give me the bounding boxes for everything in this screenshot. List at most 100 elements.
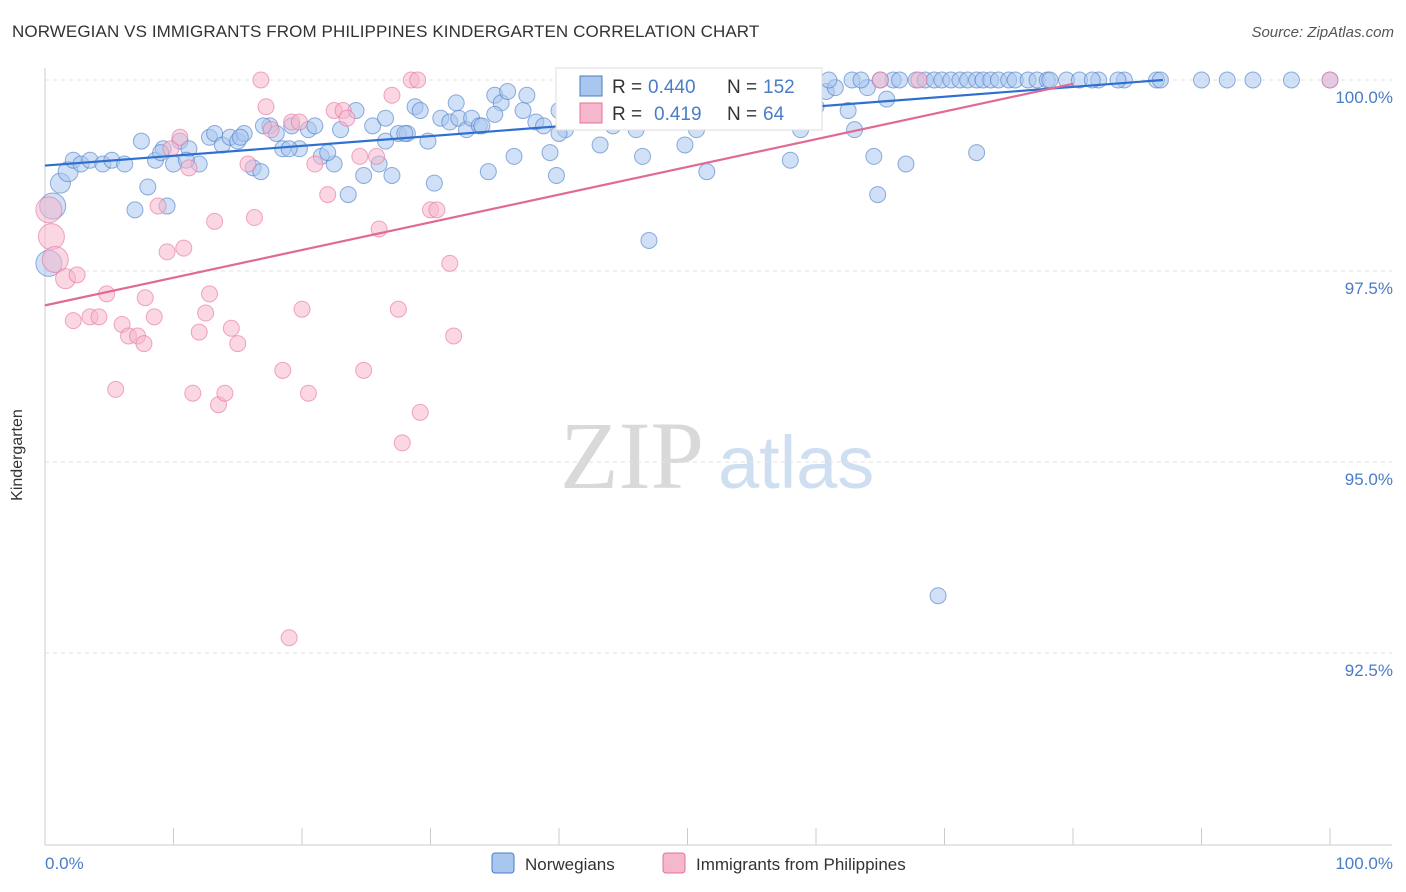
norwegians-point	[634, 147, 652, 165]
norwegians-point	[1282, 71, 1300, 89]
norwegians-point	[929, 587, 947, 605]
philippines-point	[180, 159, 198, 177]
norwegians-point	[252, 163, 270, 181]
philippines-point	[428, 201, 446, 219]
philippines-point	[158, 243, 176, 261]
philippines-point	[216, 384, 234, 402]
philippines-point	[280, 629, 298, 647]
norwegians-point	[781, 151, 799, 169]
norwegians-point	[541, 144, 559, 162]
norwegians-point	[891, 71, 909, 89]
philippines-point	[871, 71, 889, 89]
norwegians-point	[1109, 71, 1127, 89]
philippines-point	[107, 380, 125, 398]
philippines-point	[1321, 71, 1339, 89]
norwegians-point	[676, 136, 694, 154]
norwegians-point	[319, 144, 337, 162]
y-tick-labels: 100.0% 97.5% 95.0% 92.5%	[1335, 88, 1393, 680]
norwegians-point	[231, 128, 249, 146]
norwegians-point	[139, 178, 157, 196]
philippines-point	[351, 147, 369, 165]
philippines-point	[184, 384, 202, 402]
norwegians-point	[306, 117, 324, 135]
philippines-point	[338, 109, 356, 127]
norwegians-point	[698, 163, 716, 181]
norwegians-point	[377, 109, 395, 127]
philippines-point	[290, 113, 308, 131]
norwegians-point	[280, 140, 298, 158]
philippines-point	[274, 361, 292, 379]
philippines-point	[171, 128, 189, 146]
philippines-point	[149, 197, 167, 215]
x-ticks	[44, 828, 1331, 845]
y-tick-label: 92.5%	[1345, 661, 1393, 680]
stats-box: R = 0.440 N = 152 R = 0.419 N = 64	[555, 67, 823, 131]
norwegians-point	[869, 186, 887, 204]
philippines-point	[441, 254, 459, 272]
philippines-point	[37, 223, 65, 251]
philippines-point	[190, 323, 208, 341]
norwegians-point	[486, 105, 504, 123]
stats-r-label-2: R =	[612, 104, 642, 125]
norwegians-point	[411, 102, 429, 120]
norwegians-point	[383, 167, 401, 184]
stats-n-value-2: 64	[763, 104, 785, 125]
philippines-point	[175, 239, 193, 257]
legend: Norwegians Immigrants from Philippines	[491, 852, 906, 874]
norwegians-point	[126, 201, 144, 219]
philippines-point	[389, 300, 407, 318]
norwegians-point	[535, 117, 553, 135]
philippines-point	[145, 308, 163, 326]
philippines-point	[910, 71, 928, 89]
norwegians-point	[447, 94, 465, 112]
philippines-point	[68, 266, 86, 284]
norwegians-point	[425, 174, 443, 192]
norwegians-point	[518, 86, 536, 104]
norwegians-point	[839, 102, 857, 120]
stats-n-value-1: 152	[763, 77, 795, 98]
philippines-point	[409, 71, 427, 89]
norwegians-point	[640, 231, 658, 249]
norwegians-point	[820, 71, 838, 89]
philippines-point	[355, 361, 373, 379]
stats-swatch-pink	[579, 102, 603, 124]
chart-title: NORWEGIAN VS IMMIGRANTS FROM PHILIPPINES…	[12, 22, 760, 41]
watermark-zip: ZIP	[560, 402, 704, 509]
philippines-point	[445, 327, 463, 345]
source-label: Source: ZipAtlas.com	[1251, 24, 1394, 41]
norwegians-point	[514, 102, 532, 120]
y-tick-label: 97.5%	[1345, 279, 1393, 298]
philippines-point	[41, 246, 69, 274]
philippines-point	[135, 335, 153, 353]
philippines-point	[64, 312, 82, 330]
legend-swatch-philippines	[662, 852, 686, 874]
norwegians-point	[364, 117, 382, 135]
philippines-point	[293, 300, 311, 318]
norwegians-point	[505, 147, 523, 165]
philippines-point	[35, 196, 63, 224]
x-tick-label-end: 100.0%	[1335, 854, 1393, 873]
y-tick-label: 95.0%	[1345, 470, 1393, 489]
norwegians-point	[897, 155, 915, 173]
norwegians-point	[852, 71, 870, 89]
philippines-point	[393, 434, 411, 452]
philippines-point	[136, 289, 154, 307]
series-philippines	[35, 71, 1339, 647]
x-tick-label-start: 0.0%	[45, 854, 84, 873]
norwegians-point	[1041, 71, 1059, 89]
norwegians-point	[1083, 71, 1101, 89]
norwegians-point	[473, 117, 491, 135]
stats-n-label-1: N =	[727, 77, 757, 98]
norwegians-point	[865, 147, 883, 165]
philippines-point	[252, 71, 270, 89]
norwegians-point	[878, 90, 896, 108]
y-tick-label: 100.0%	[1335, 88, 1393, 107]
stats-r-value-2: 0.419	[654, 104, 702, 125]
philippines-point	[245, 209, 263, 227]
stats-r-value-1: 0.440	[648, 77, 696, 98]
philippines-point	[306, 155, 324, 173]
philippines-point	[299, 384, 317, 402]
norwegians-point	[1244, 71, 1262, 89]
norwegians-point	[499, 82, 517, 100]
